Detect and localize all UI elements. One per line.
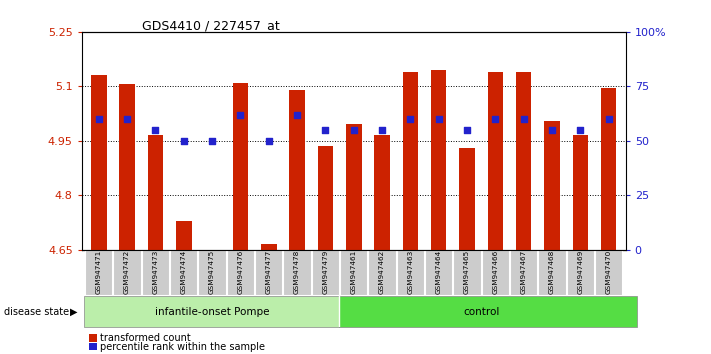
Text: GSM947477: GSM947477 xyxy=(266,250,272,294)
Text: GSM947461: GSM947461 xyxy=(351,250,357,294)
Text: GSM947468: GSM947468 xyxy=(549,250,555,294)
Bar xyxy=(567,250,594,295)
Point xyxy=(574,127,586,133)
Bar xyxy=(431,70,447,250)
Bar xyxy=(204,250,220,251)
Text: GSM947475: GSM947475 xyxy=(209,250,215,294)
Bar xyxy=(339,296,637,327)
Bar xyxy=(402,72,418,250)
Bar xyxy=(114,250,141,295)
Point xyxy=(348,127,359,133)
Bar xyxy=(85,250,112,295)
Bar xyxy=(459,148,475,250)
Text: disease state: disease state xyxy=(4,307,69,317)
Text: GSM947474: GSM947474 xyxy=(181,250,187,294)
Bar xyxy=(198,250,225,295)
Bar xyxy=(148,135,164,250)
Bar xyxy=(397,250,424,295)
Text: GSM947476: GSM947476 xyxy=(237,250,243,294)
Text: GSM947462: GSM947462 xyxy=(379,250,385,294)
Bar xyxy=(346,124,361,250)
Text: GSM947479: GSM947479 xyxy=(322,250,328,294)
Point xyxy=(320,127,331,133)
Point xyxy=(546,127,557,133)
Point xyxy=(93,116,105,122)
Bar xyxy=(232,82,248,250)
Bar xyxy=(255,250,282,295)
Text: GSM947472: GSM947472 xyxy=(124,250,130,294)
Bar xyxy=(544,121,560,250)
Text: GSM947466: GSM947466 xyxy=(492,250,498,294)
Bar xyxy=(141,250,169,295)
Bar xyxy=(176,221,191,250)
Bar xyxy=(312,250,339,295)
Bar xyxy=(261,244,277,250)
Bar xyxy=(516,72,532,250)
Text: GDS4410 / 227457_at: GDS4410 / 227457_at xyxy=(142,19,280,33)
Text: GSM947464: GSM947464 xyxy=(436,250,442,294)
Point xyxy=(263,138,274,143)
Bar xyxy=(538,250,566,295)
Bar xyxy=(91,75,107,250)
Bar xyxy=(368,250,395,295)
Bar xyxy=(84,296,339,327)
Bar xyxy=(601,88,616,250)
Text: GSM947471: GSM947471 xyxy=(96,250,102,294)
Text: GSM947470: GSM947470 xyxy=(606,250,611,294)
Text: GSM947467: GSM947467 xyxy=(520,250,527,294)
Point xyxy=(518,116,530,122)
Bar xyxy=(119,85,135,250)
Bar xyxy=(374,135,390,250)
Bar xyxy=(227,250,254,295)
Text: GSM947465: GSM947465 xyxy=(464,250,470,294)
Point xyxy=(292,112,303,118)
Point xyxy=(376,127,387,133)
Text: control: control xyxy=(463,307,499,316)
Point xyxy=(433,116,444,122)
Bar xyxy=(510,250,538,295)
Text: infantile-onset Pompe: infantile-onset Pompe xyxy=(155,307,269,316)
Point xyxy=(178,138,189,143)
Point xyxy=(122,116,133,122)
Bar xyxy=(318,146,333,250)
Bar xyxy=(482,250,509,295)
Bar xyxy=(170,250,198,295)
Text: GSM947469: GSM947469 xyxy=(577,250,583,294)
Bar xyxy=(454,250,481,295)
Bar xyxy=(488,72,503,250)
Text: transformed count: transformed count xyxy=(100,333,191,343)
Point xyxy=(603,116,614,122)
Bar xyxy=(340,250,368,295)
Point xyxy=(405,116,416,122)
Bar xyxy=(425,250,452,295)
Point xyxy=(206,138,218,143)
Text: GSM947478: GSM947478 xyxy=(294,250,300,294)
Point xyxy=(150,127,161,133)
Bar xyxy=(289,90,305,250)
Text: GSM947463: GSM947463 xyxy=(407,250,413,294)
Bar xyxy=(572,135,588,250)
Text: GSM947473: GSM947473 xyxy=(152,250,159,294)
Text: ▶: ▶ xyxy=(70,307,77,317)
Bar xyxy=(284,250,311,295)
Text: percentile rank within the sample: percentile rank within the sample xyxy=(100,342,265,352)
Point xyxy=(490,116,501,122)
Point xyxy=(461,127,473,133)
Bar xyxy=(595,250,622,295)
Point xyxy=(235,112,246,118)
